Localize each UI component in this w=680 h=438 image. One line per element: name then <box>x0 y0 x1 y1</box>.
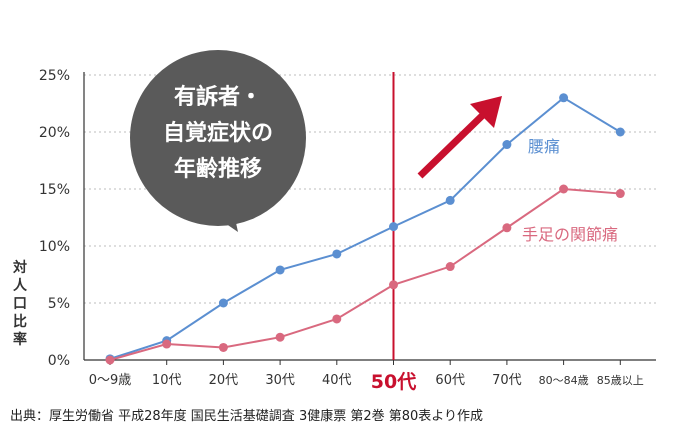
data-point <box>218 298 228 308</box>
arrow-head <box>470 96 502 128</box>
series-line-0 <box>109 96 621 360</box>
y-tick-label: 0% <box>48 353 70 369</box>
y-tick-label: 15% <box>39 182 70 198</box>
y-axis-label-char: 口 <box>13 296 27 312</box>
y-tick-label: 20% <box>39 125 70 141</box>
annotation-bubble: 有訴者・ 自覚症状の 年齢推移 <box>130 50 306 232</box>
data-point <box>105 355 115 365</box>
data-point <box>559 93 569 103</box>
data-point <box>502 140 512 150</box>
source-note: 出典：厚生労働省 平成28年度 国民生活基礎調査 3健康票 第2巻 第80表より… <box>10 408 483 424</box>
bubble-shape <box>130 50 306 226</box>
y-tick-labels: 0% 5% 10% 15% 20% 25% <box>39 68 70 369</box>
x-tick-label: 40代 <box>322 373 352 388</box>
bubble-tail <box>206 204 238 232</box>
data-point <box>445 195 455 205</box>
x-tick-label: 0〜9歳 <box>89 373 132 388</box>
y-axis-label-char: 人 <box>13 277 28 294</box>
x-tick-label: 20代 <box>209 373 239 388</box>
bubble-line-2: 自覚症状の <box>163 120 273 146</box>
y-tick-label: 10% <box>39 239 70 255</box>
x-tick-labels: 0〜9歳 10代 20代 30代 40代 50代 60代 70代 80〜84歳 85歳以上 <box>89 371 644 393</box>
axes <box>83 72 656 365</box>
x-tick-label-highlight: 50代 <box>371 371 416 393</box>
x-tick-label: 85歳以上 <box>597 374 644 387</box>
data-point <box>389 222 398 232</box>
data-point <box>502 223 512 233</box>
bubble-line-3: 年齢推移 <box>174 156 262 182</box>
series-label: 手足の関節痛 <box>522 225 618 244</box>
data-point <box>218 342 228 352</box>
series-label: 腰痛 <box>528 137 560 156</box>
data-point <box>332 249 342 259</box>
x-tick-label: 60代 <box>435 373 465 388</box>
y-tick-label: 25% <box>39 68 70 84</box>
y-axis-label-char: 対 <box>12 259 27 276</box>
data-point <box>559 184 569 194</box>
x-tick-label: 70代 <box>492 373 522 388</box>
y-axis-label-char: 比 <box>13 313 27 330</box>
x-tick-label: 10代 <box>152 373 182 388</box>
data-point <box>445 262 455 272</box>
series-line-1 <box>109 187 621 361</box>
y-tick-label: 5% <box>48 296 70 312</box>
data-point <box>615 189 625 199</box>
data-point <box>615 127 625 137</box>
arrow-shaft <box>417 109 489 179</box>
x-tick-label: 30代 <box>265 373 295 388</box>
bubble-line-1: 有訴者・ <box>174 84 262 110</box>
data-point <box>275 265 285 275</box>
x-tick-label: 80〜84歳 <box>539 374 589 387</box>
y-axis-label-char: 率 <box>13 331 27 348</box>
data-point <box>389 280 398 290</box>
trend-arrow <box>417 96 502 179</box>
data-point <box>275 332 285 342</box>
data-point <box>162 339 172 349</box>
series-group <box>105 93 625 365</box>
data-point <box>332 314 342 324</box>
